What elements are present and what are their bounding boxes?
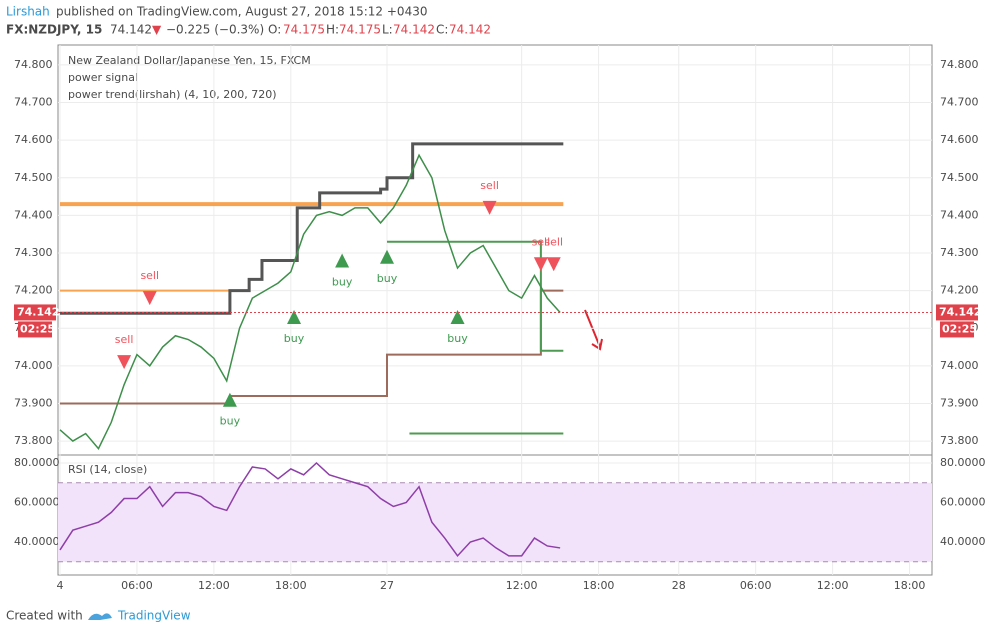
signal [450, 309, 465, 324]
indicator: power signal [68, 71, 138, 84]
y-tick-label: 60.0000 [14, 496, 60, 509]
y-tick-label: 74.200 [940, 284, 979, 297]
y-tick-label: 80.0000 [14, 456, 60, 469]
high: 74.175 [339, 23, 381, 37]
signal-label: sell [115, 333, 134, 346]
published: published on TradingView.com, August 27,… [56, 5, 427, 19]
y-tick-label: 74.500 [14, 171, 53, 184]
y-tick-label: 74.200 [14, 284, 53, 297]
price-line [59, 153, 561, 450]
signal [380, 249, 394, 264]
signal [222, 392, 237, 407]
price-tag-label: 74.142 [17, 305, 59, 318]
signal-label: buy [377, 272, 398, 285]
trend-step [387, 240, 564, 352]
signal-label: sell [544, 235, 563, 248]
signal-label: buy [220, 415, 241, 428]
x-tick-label: 27 [380, 579, 394, 592]
logo [88, 613, 112, 620]
price-tag [936, 304, 978, 321]
y-tick-label: 74.000 [940, 359, 979, 372]
y-tick-label: 74.700 [940, 96, 979, 109]
signal-label: buy [284, 332, 305, 345]
signal-label: sell [532, 235, 551, 248]
y-tick-label: 74.400 [940, 208, 979, 221]
countdown: 02:25 [942, 322, 977, 335]
signal [142, 291, 157, 306]
x-tick-label: 18:00 [275, 579, 307, 592]
x-tick-label: 18:00 [894, 579, 926, 592]
signal [287, 309, 302, 324]
price-line [59, 461, 561, 558]
signal [335, 253, 350, 268]
o-label: O: [268, 23, 281, 37]
x-tick-label: 06:00 [740, 579, 772, 592]
price-tag [14, 304, 56, 321]
y-tick-label: 73.900 [940, 396, 979, 409]
countdown-tag [18, 321, 52, 338]
h-label: H: [326, 23, 339, 37]
open: 74.175 [283, 23, 325, 37]
y-tick-label: 60.0000 [940, 496, 986, 509]
signal [546, 257, 561, 272]
symbol: FX:NZDJPY, 15 [6, 23, 102, 37]
brand[interactable]: TradingView [117, 609, 191, 623]
y-tick-label: 74.500 [940, 171, 979, 184]
y-tick-label: 74.400 [14, 208, 53, 221]
signal-label: buy [332, 276, 353, 289]
x-tick-label: 28 [672, 579, 686, 592]
x-tick-label: 06:00 [121, 579, 153, 592]
arrow: ▼ [152, 23, 162, 37]
x-tick-label: 12:00 [198, 579, 230, 592]
y-tick-label: 40.0000 [940, 535, 986, 548]
signal-label: buy [447, 332, 468, 345]
countdown-tag [940, 321, 974, 338]
y-tick-label: 73.900 [14, 396, 53, 409]
y-tick-label: 73.800 [14, 434, 53, 447]
y-tick-label: 40.0000 [14, 535, 60, 548]
pane-frame [57, 44, 933, 576]
close: 74.142 [449, 23, 491, 37]
y-tick-label: 74.300 [14, 246, 53, 259]
signal-label: sell [480, 179, 499, 192]
low: 74.142 [393, 23, 435, 37]
signal [117, 355, 132, 370]
x-tick-label: 18:00 [583, 579, 615, 592]
y-tick-label: 74.800 [14, 58, 53, 71]
y-tick-label: 74.600 [940, 133, 979, 146]
c-label: C: [436, 23, 448, 37]
y-tick-label: 74.300 [940, 246, 979, 259]
x-tick-label: 12:00 [817, 579, 849, 592]
chart-title: New Zealand Dollar/Japanese Yen, 15, FXC… [68, 54, 311, 67]
indicator: power trend(lirshah) (4, 10, 200, 720) [68, 88, 277, 101]
y-tick-label: 74.800 [940, 58, 979, 71]
trend-step [60, 289, 564, 405]
created-with: Created with [6, 609, 83, 623]
y-tick-label: 73.800 [940, 434, 979, 447]
forecast-arrow-head [591, 338, 603, 351]
signal-label: sell [140, 269, 159, 282]
x-tick-label: 4 [57, 579, 64, 592]
x-tick-label: 12:00 [506, 579, 538, 592]
y-tick-label: 74.700 [14, 96, 53, 109]
trend-step [60, 142, 564, 315]
price: 74.142 [110, 23, 152, 37]
signal [533, 257, 548, 272]
countdown: 02:25 [20, 322, 55, 335]
y-tick-label: 74.600 [14, 133, 53, 146]
rsi-band [58, 482, 932, 562]
y-tick-label: 74.000 [14, 359, 53, 372]
change: −0.225 (−0.3%) [166, 23, 264, 37]
rsi-title: RSI (14, close) [68, 463, 147, 476]
price-tag-label: 74.142 [939, 305, 981, 318]
author[interactable]: Lirshah [6, 5, 50, 19]
l-label: L: [382, 23, 393, 37]
signal [482, 200, 497, 215]
y-tick-label: 80.0000 [940, 456, 986, 469]
